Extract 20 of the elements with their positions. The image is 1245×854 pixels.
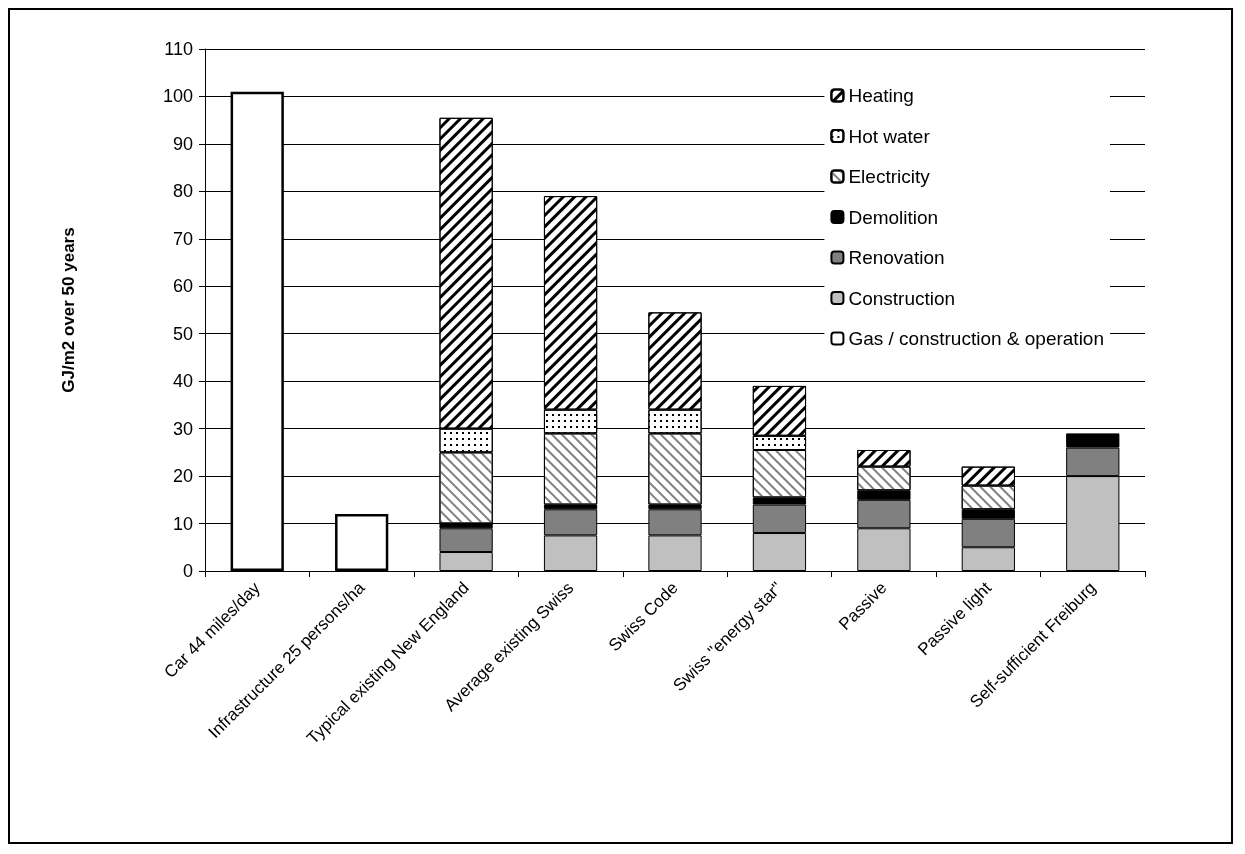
legend-label: Demolition — [848, 206, 939, 228]
y-tick-label: 50 — [172, 323, 193, 344]
y-axis-title: GJ/m2 over 50 years — [59, 227, 78, 393]
y-tick-label: 40 — [172, 371, 193, 392]
legend-label: Gas / construction & operation — [848, 328, 1105, 349]
y-tick-label: 10 — [172, 513, 193, 534]
y-tick-label: 30 — [172, 418, 193, 439]
y-tick-label: 60 — [172, 276, 193, 297]
y-tick-label: 20 — [172, 466, 193, 487]
legend-label: Renovation — [848, 247, 945, 268]
y-tick-label: 100 — [162, 86, 193, 107]
legend-label: Heating — [848, 85, 914, 106]
y-tick-label: 70 — [172, 228, 193, 249]
legend-label: Electricity — [848, 166, 931, 187]
legend-label: Hot water — [848, 125, 931, 147]
legend-label: Construction — [848, 287, 956, 309]
y-tick-label: 0 — [182, 561, 193, 581]
y-tick-label: 90 — [172, 133, 193, 154]
y-tick-label: 80 — [172, 181, 193, 202]
y-tick-label: 110 — [164, 39, 193, 59]
